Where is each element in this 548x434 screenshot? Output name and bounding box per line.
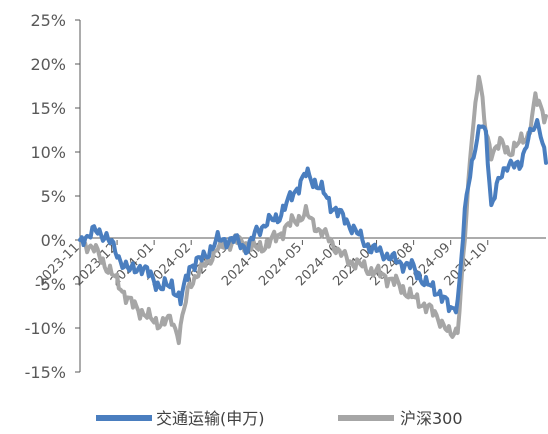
y-tick-label: -10%: [25, 319, 66, 338]
y-tick-label: 0%: [41, 231, 66, 250]
y-tick-label: 5%: [41, 187, 66, 206]
legend: 交通运输(申万) 沪深300: [96, 409, 463, 428]
y-tick-label: -15%: [25, 363, 66, 382]
y-tick-label: 20%: [30, 55, 66, 74]
series-line: [78, 74, 548, 346]
y-tick-label: 15%: [30, 99, 66, 118]
legend-label: 沪深300: [400, 409, 463, 428]
series-line: [78, 118, 548, 315]
y-tick-label: 10%: [30, 143, 66, 162]
y-tick-label: -5%: [35, 275, 66, 294]
legend-label: 交通运输(申万): [156, 409, 265, 428]
y-tick-label: 25%: [30, 11, 66, 30]
